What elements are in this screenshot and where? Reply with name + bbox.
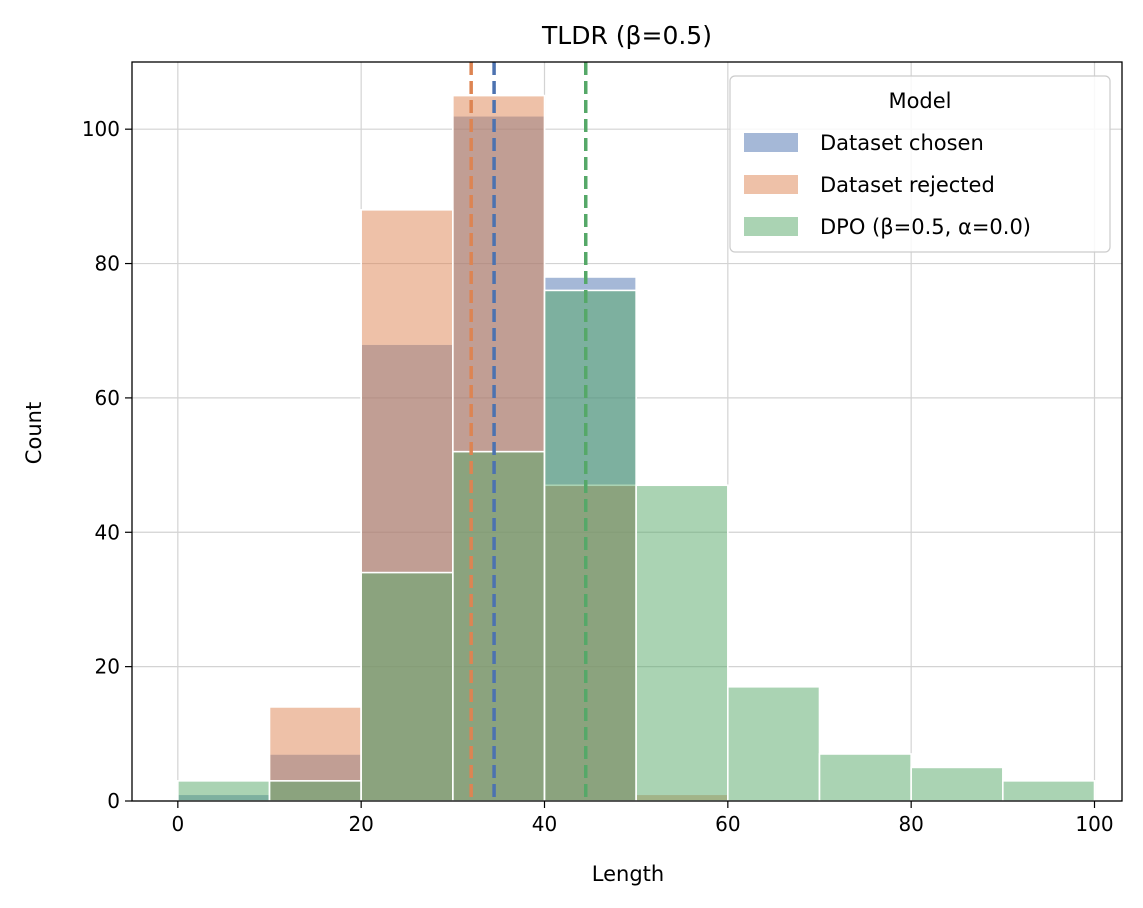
y-tick-label: 40: [95, 520, 120, 544]
axis-ticks: 0 20 40 60 80 100 0 20 40 60 80 100: [82, 117, 1114, 836]
chart-title: TLDR (β=0.5): [541, 21, 712, 50]
bar: [360, 571, 454, 802]
x-tick-label: 20: [348, 812, 373, 836]
legend-swatch: [744, 133, 798, 152]
bar: [452, 450, 546, 802]
plot-frame: [131, 61, 1123, 802]
legend-title: Model: [888, 89, 951, 113]
x-tick-label: 60: [715, 812, 740, 836]
bar: [818, 753, 912, 802]
x-tick-label: 40: [532, 812, 557, 836]
x-tick-label: 0: [171, 812, 184, 836]
legend-label: Dataset rejected: [820, 173, 995, 197]
legend-swatch: [744, 175, 798, 194]
legend-label: Dataset chosen: [820, 131, 984, 155]
bar: [635, 484, 729, 802]
legend-swatch: [744, 217, 798, 236]
y-tick-label: 100: [82, 117, 120, 141]
legend: Model Dataset chosen Dataset rejected DPO (…: [729, 75, 1111, 253]
bar: [543, 289, 637, 802]
x-tick-label: 100: [1075, 812, 1113, 836]
y-tick-label: 80: [95, 252, 120, 276]
y-tick-label: 0: [107, 789, 120, 813]
legend-box: [729, 75, 1111, 253]
y-axis-label: Count: [22, 402, 46, 464]
x-tick-label: 80: [898, 812, 923, 836]
legend-label: DPO (β=0.5, α=0.0): [820, 215, 1031, 239]
mean-lines: [469, 62, 588, 801]
bar: [177, 780, 271, 802]
bars: [177, 94, 1096, 802]
bar: [268, 780, 362, 802]
bar: [1002, 780, 1096, 802]
series-2-bars: [177, 289, 1096, 802]
bar: [727, 685, 821, 802]
bar: [910, 766, 1004, 802]
y-tick-label: 60: [95, 386, 120, 410]
x-axis-label: Length: [592, 862, 664, 886]
y-tick-label: 20: [95, 655, 120, 679]
